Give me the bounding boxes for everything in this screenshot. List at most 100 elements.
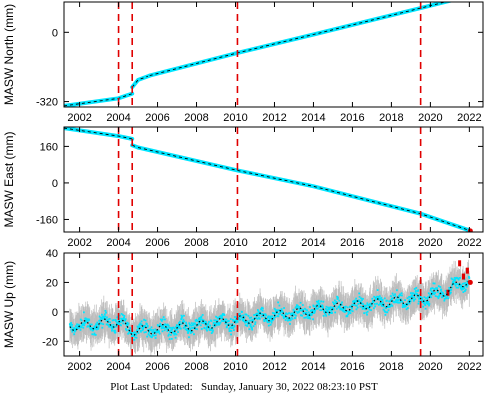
- data-point: [389, 299, 392, 302]
- data-point: [82, 311, 85, 314]
- data-point: [132, 331, 135, 334]
- data-point: [229, 329, 232, 332]
- data-point: [187, 331, 190, 334]
- data-point: [307, 311, 310, 314]
- data-point: [377, 295, 380, 298]
- data-point: [119, 321, 122, 324]
- data-point: [193, 322, 196, 325]
- data-point: [287, 317, 290, 320]
- data-point: [328, 313, 330, 316]
- data-point: [125, 323, 128, 325]
- data-point: [366, 313, 368, 316]
- data-point: [221, 314, 224, 316]
- data-point: [173, 332, 175, 334]
- data-point: [251, 320, 254, 323]
- data-point: [120, 324, 122, 327]
- data-point: [177, 331, 179, 334]
- data-point: [189, 329, 192, 332]
- data-point: [340, 308, 343, 311]
- data-point: [273, 307, 276, 310]
- data-point: [196, 319, 199, 322]
- data-point: [458, 284, 461, 287]
- data-point: [168, 326, 171, 329]
- latest-point: [467, 279, 473, 285]
- data-point: [315, 307, 318, 310]
- data-point: [277, 301, 280, 304]
- data-point: [118, 317, 121, 320]
- data-point: [318, 302, 321, 305]
- data-point: [400, 292, 403, 295]
- data-point: [75, 325, 78, 328]
- data-point: [468, 275, 470, 278]
- data-point: [92, 329, 95, 332]
- data-point: [237, 313, 240, 316]
- data-point: [199, 318, 202, 321]
- x-tick-label: 2010: [223, 361, 247, 373]
- data-point: [117, 320, 120, 323]
- data-point: [339, 307, 342, 310]
- data-point: [384, 311, 386, 313]
- data-point: [185, 321, 188, 324]
- data-point: [378, 295, 381, 298]
- x-tick-label: 2008: [184, 112, 208, 124]
- data-point: [335, 300, 338, 303]
- data-point: [418, 298, 420, 300]
- data-point: [420, 301, 423, 303]
- data-point: [452, 281, 455, 284]
- data-point: [358, 300, 361, 303]
- data-point: [436, 287, 439, 290]
- data-point: [324, 312, 326, 314]
- data-point: [148, 334, 151, 337]
- data-point: [189, 328, 192, 330]
- data-point: [466, 280, 468, 283]
- data-point: [130, 329, 133, 332]
- data-point: [266, 321, 269, 324]
- data-point: [418, 293, 421, 296]
- data-point: [426, 303, 429, 305]
- data-point: [365, 304, 367, 307]
- data-point: [317, 301, 319, 303]
- data-point: [391, 304, 394, 307]
- east-panel: 2002 2004 2006 2008 2010 2012 2014 2016 2018 2020…: [2, 126, 484, 249]
- data-point: [358, 292, 361, 295]
- data-point: [318, 305, 320, 308]
- data-point: [175, 324, 178, 327]
- data-point: [394, 295, 397, 298]
- data-point: [399, 294, 402, 297]
- data-point: [407, 300, 410, 302]
- data-point: [105, 311, 107, 314]
- data-point: [140, 320, 143, 323]
- data-point: [114, 318, 117, 321]
- plot-area: [64, 2, 454, 107]
- data-point: [290, 313, 293, 316]
- data-point: [305, 311, 308, 314]
- data-point: [315, 300, 318, 303]
- data-point: [161, 330, 164, 333]
- data-point: [336, 295, 338, 298]
- data-point: [362, 297, 364, 300]
- data-point: [429, 289, 432, 292]
- x-tick-label: 2020: [418, 361, 442, 373]
- y-tick-label: 160: [40, 141, 58, 153]
- data-point: [159, 324, 161, 327]
- data-point: [376, 302, 378, 305]
- data-point: [70, 328, 73, 331]
- data-point: [380, 297, 383, 299]
- data-point: [322, 307, 324, 310]
- data-point: [235, 320, 238, 323]
- data-point: [373, 295, 376, 298]
- model-line: [69, 279, 470, 336]
- data-point: [177, 325, 180, 328]
- data-point: [405, 308, 408, 311]
- data-point: [401, 294, 403, 297]
- data-point: [190, 324, 193, 327]
- data-point: [137, 326, 140, 329]
- data-point: [434, 295, 437, 297]
- data-point: [342, 307, 345, 310]
- data-point: [313, 311, 316, 314]
- data-point: [115, 325, 118, 328]
- data-point: [304, 316, 307, 319]
- data-point: [300, 309, 303, 312]
- data-point: [384, 313, 387, 316]
- data-point: [236, 321, 239, 323]
